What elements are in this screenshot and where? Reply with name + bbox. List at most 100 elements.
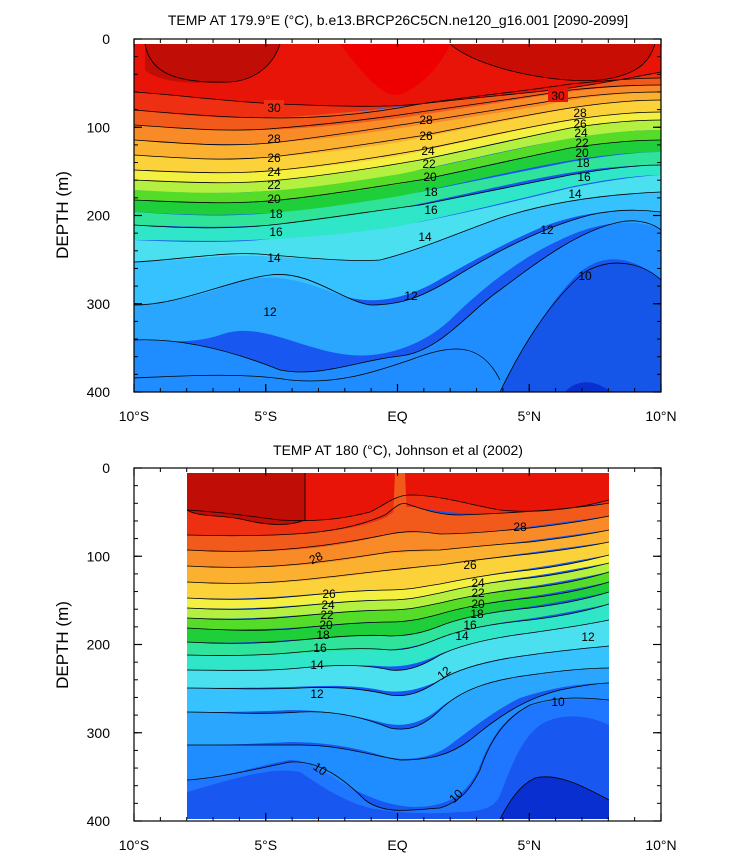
isotherm-13 [187,667,609,730]
isotherm-22 [187,554,609,600]
contour-label: 20 [423,170,437,184]
contour-label: 12 [581,630,595,644]
band-18-19 [134,130,661,203]
y-axis-title: DEPTH (m) [53,601,72,689]
panel-observations-title: TEMP AT 180 (°C), Johnson et al (2002) [273,442,523,458]
x-tick-label: 5°S [254,408,277,424]
contour-label: 18 [470,607,484,621]
contour-label: 28 [419,113,433,127]
band-13-14 [187,646,609,725]
contour-label: 24 [321,598,335,612]
band-gt-31-right [450,44,655,81]
panel-model-bands [134,44,661,392]
isotherm-20 [134,119,661,184]
y-tick-group: 0 100 200 300 400 [87,31,661,400]
x-tick-label: 5°N [518,837,542,853]
isotherm-28 [134,84,661,131]
band-17-18 [187,582,609,643]
panel-model-y-axis: DEPTH (m) 0 100 200 300 400 [53,31,661,400]
contour-label: 14 [568,187,582,201]
y-tick-label: 300 [87,296,111,312]
band-gt-31-left [145,44,280,83]
contour-label: 12 [263,305,277,319]
y-tick-label: 100 [87,548,111,564]
x-tick-group: 10°S 5°S EQ 5°N 10°N [119,39,677,424]
y-tick-label: 300 [87,725,111,741]
panel-model-title: TEMP AT 179.9°E (°C), b.e13.BRCP26C5CN.n… [168,12,628,28]
isotherm-25 [187,529,609,568]
band-deepest [500,776,609,819]
band-gt-30-left [187,473,305,525]
contour-label: 22 [471,586,485,600]
panel-observations-y-axis: DEPTH (m) 0 100 200 300 400 [53,460,661,829]
contour-label: 22 [320,608,334,622]
x-tick-label: 10°S [119,837,150,853]
panel-observations: TEMP AT 180 (°C), Johnson et al (2002) [53,442,677,853]
y-tick-label: 200 [87,208,111,224]
band-19-20 [187,563,609,619]
panel-model: TEMP AT 179.9°E (°C), b.e13.BRCP26C5CN.n… [53,12,677,424]
contour-label: 12 [404,289,418,303]
band-17-18 [134,140,661,215]
panel-observations-x-axis: 10°S 5°S EQ 5°N 10°N [119,468,677,853]
isotherm-22 [134,111,661,174]
panel-model-x-axis: 10°S 5°S EQ 5°N 10°N [119,39,677,424]
panel-observations-contours [187,473,609,819]
isotherm-19 [187,571,609,620]
band-16-17 [134,152,661,227]
isotherm-26 [134,91,661,146]
band-14-15 [187,620,609,692]
isotherm-14 [134,191,661,263]
contour-label: 28 [267,132,281,146]
contour-label: 30 [551,89,565,103]
contour-label: 24 [267,165,281,179]
x-tick-group: 10°S 5°S EQ 5°N 10°N [119,468,677,853]
isotherm-15 [187,619,609,671]
contour-label: 12 [310,687,324,701]
x-tick-label: 10°N [645,408,676,424]
panel-model-contour-labels: 30 30 28 28 28 26 26 26 24 24 24 22 22 2… [263,88,592,319]
isotherm-16 [134,164,661,229]
contour-label: 16 [269,225,283,239]
contour-label: 28 [307,549,325,567]
band-gt-31-mid [340,44,450,95]
isotherm-24 [187,541,609,584]
isotherm-20 [187,562,609,610]
contour-label: 24 [471,576,485,590]
y-tick-label: 100 [87,119,111,135]
contour-label: 28 [573,106,587,120]
contour-label: 24 [574,126,588,140]
band-deep-blue [500,263,661,392]
isotherm-10b [134,348,501,382]
contour-label: 22 [267,178,281,192]
contour-label: 18 [424,185,438,199]
y-tick-group: 0 100 200 300 400 [87,460,661,829]
band-21-23 [187,542,609,599]
contour-label: 14 [310,658,324,672]
contour-label: 18 [576,156,590,170]
contour-label: 26 [573,117,587,131]
isotherm-10 [499,262,661,392]
isotherm-18 [134,139,661,204]
contour-label: 20 [267,192,281,206]
band-20-21 [134,112,661,183]
y-tick-label: 0 [102,460,110,476]
contour-label: 10 [551,695,565,709]
isotherm-12 [187,682,609,761]
y-tick-label: 400 [87,813,111,829]
band-11-12 [187,683,609,807]
contour-label: 26 [419,129,433,143]
contour-label: 16 [577,170,591,184]
isotherm-29 [134,77,661,119]
isotherm-12 [134,209,661,306]
contour-label: 26 [463,558,477,572]
y-tick-label: 200 [87,637,111,653]
band-14-15 [134,175,661,262]
y-tick-label: 400 [87,384,111,400]
isotherm-17 [187,591,609,644]
band-27-29 [187,503,609,552]
isotherm-24 [134,99,661,160]
contour-label: 14 [418,230,432,244]
contour-label: 22 [575,136,589,150]
